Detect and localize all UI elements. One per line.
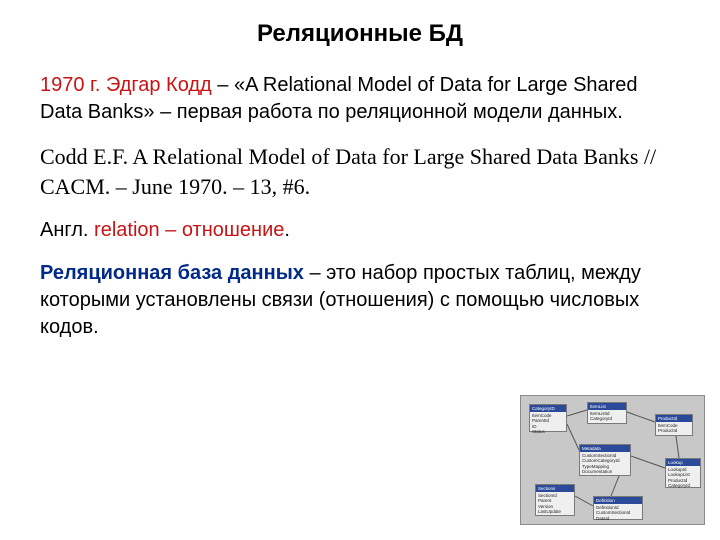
term-prefix: Англ. [40,219,94,241]
diagram-table-box: CategoryIDItemCodeParentIdIDStatus [529,404,567,432]
diagram-table-box: ItemListItemListIdCategoryId [587,402,627,424]
diagram-table-box: DefinitionDefinitionIdCustomSectionIdDat… [593,496,643,520]
paragraph-intro: 1970 г. Эдгар Кодд – «A Relational Model… [40,72,680,126]
definition-term: Реляционная база данных [40,262,304,284]
diagram-table-box: MetadataCustomSectionIdCustomCategoryIdT… [579,444,631,476]
diagram-table-box: SectionsSectionIdParentVersionLastUpdate [535,484,575,516]
term-relation: relation – отношение [94,219,284,241]
term-suffix: . [284,219,290,241]
author-name: Эдгар Кодд [106,74,212,96]
diagram-table-box: LookupLookupIdLookupListProductIdCategor… [665,458,701,488]
paragraph-citation: Codd E.F. A Relational Model of Data for… [40,142,680,201]
year-text: 1970 г. [40,74,106,96]
diagram-table-box: ProductIdItemCodeProductId [655,414,693,436]
er-diagram: CategoryIDItemCodeParentIdIDStatus ItemLi… [520,395,705,525]
paragraph-definition: Реляционная база данных – это набор прос… [40,260,680,341]
page-title: Реляционные БД [40,20,680,48]
paragraph-term: Англ. relation – отношение. [40,217,680,244]
